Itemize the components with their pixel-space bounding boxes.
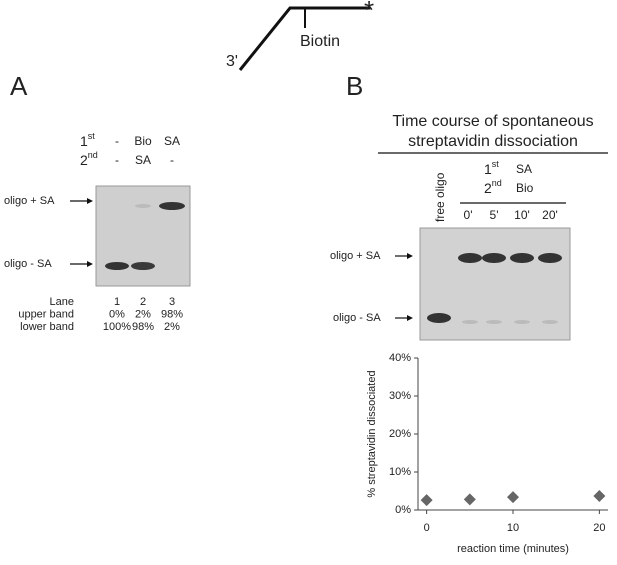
y-tick-label: 10% <box>389 466 411 478</box>
arrow-head <box>87 261 93 267</box>
table-cell: Lane <box>50 296 74 308</box>
row-num: 2 <box>484 180 492 196</box>
star: * <box>364 0 374 25</box>
table-cell: upper band <box>18 308 74 320</box>
row-num: 1 <box>484 161 492 177</box>
cell: SA <box>516 162 532 176</box>
table-cell: 1 <box>114 296 120 308</box>
cell: SA <box>164 134 180 148</box>
x-tick-label: 10 <box>507 522 519 534</box>
band <box>514 320 530 324</box>
row-label: 2nd <box>80 150 98 167</box>
row-sup: nd <box>88 150 98 160</box>
row-sup: st <box>88 131 96 141</box>
cell: - <box>115 134 119 148</box>
table-cell: 3 <box>169 296 175 308</box>
band <box>542 320 558 324</box>
table-cell: 98% <box>161 308 183 320</box>
x-tick-label: 20 <box>593 522 605 534</box>
band <box>486 320 502 324</box>
x-tick-label: 0 <box>424 522 430 534</box>
band <box>458 253 482 263</box>
time-label: 0' <box>464 208 473 222</box>
arrow-head <box>407 315 413 321</box>
y-axis-label: % streptavidin dissociated <box>366 370 378 497</box>
table-cell: 2% <box>135 308 151 320</box>
arrow-head <box>407 253 413 259</box>
panel-letter: A <box>10 71 28 101</box>
band <box>510 253 534 263</box>
cell: - <box>115 153 119 167</box>
time-label: 20' <box>542 208 558 222</box>
time-label: 10' <box>514 208 530 222</box>
x-axis-label: reaction time (minutes) <box>457 543 569 555</box>
data-point <box>593 489 606 502</box>
scatter-chart: 0% 10% 20% 30% 40% 0 10 20 reaction time (minute… <box>366 352 608 555</box>
band <box>462 320 478 324</box>
y-tick-label: 40% <box>389 352 411 364</box>
panel-letter: B <box>346 71 363 101</box>
band <box>538 253 562 263</box>
row-label: 1st <box>484 159 499 176</box>
title: Time course of spontaneous <box>392 113 593 130</box>
table-cell: lower band <box>20 321 74 333</box>
row-label: 2nd <box>484 178 502 195</box>
band <box>131 262 155 270</box>
row-sup: nd <box>492 178 502 188</box>
table-cell: 98% <box>132 321 154 333</box>
arrow-head <box>87 198 93 204</box>
lane-label: free oligo <box>433 172 447 222</box>
table-cell: 0% <box>109 308 125 320</box>
cell: - <box>170 153 174 167</box>
cell: Bio <box>516 181 534 195</box>
y-tick-label: 0% <box>395 504 411 516</box>
data-point <box>507 491 519 504</box>
gel <box>95 185 191 287</box>
band <box>159 202 185 210</box>
title: streptavidin dissociation <box>408 133 578 150</box>
oligo-strand <box>238 6 370 71</box>
table-cell: 100% <box>103 321 131 333</box>
band-label: oligo - SA <box>4 258 52 270</box>
end-label: 3' <box>226 53 238 70</box>
band <box>135 204 151 208</box>
band <box>105 262 129 270</box>
row-num: 1 <box>80 133 88 149</box>
cell: Bio <box>134 134 152 148</box>
row-sup: st <box>492 159 500 169</box>
table-cell: 2 <box>140 296 146 308</box>
band-label: oligo + SA <box>4 195 55 207</box>
data-point <box>420 494 433 507</box>
cell: SA <box>135 153 151 167</box>
row-num: 2 <box>80 152 88 168</box>
band-label: oligo - SA <box>333 312 381 324</box>
table-cell: 2% <box>164 321 180 333</box>
band <box>427 313 451 323</box>
y-tick-label: 30% <box>389 390 411 402</box>
row-label: 1st <box>80 131 95 148</box>
biotin-label: Biotin <box>300 33 340 50</box>
band <box>482 253 506 263</box>
y-tick-label: 20% <box>389 428 411 440</box>
time-label: 5' <box>490 208 499 222</box>
band-label: oligo + SA <box>330 250 381 262</box>
data-point <box>463 493 476 506</box>
